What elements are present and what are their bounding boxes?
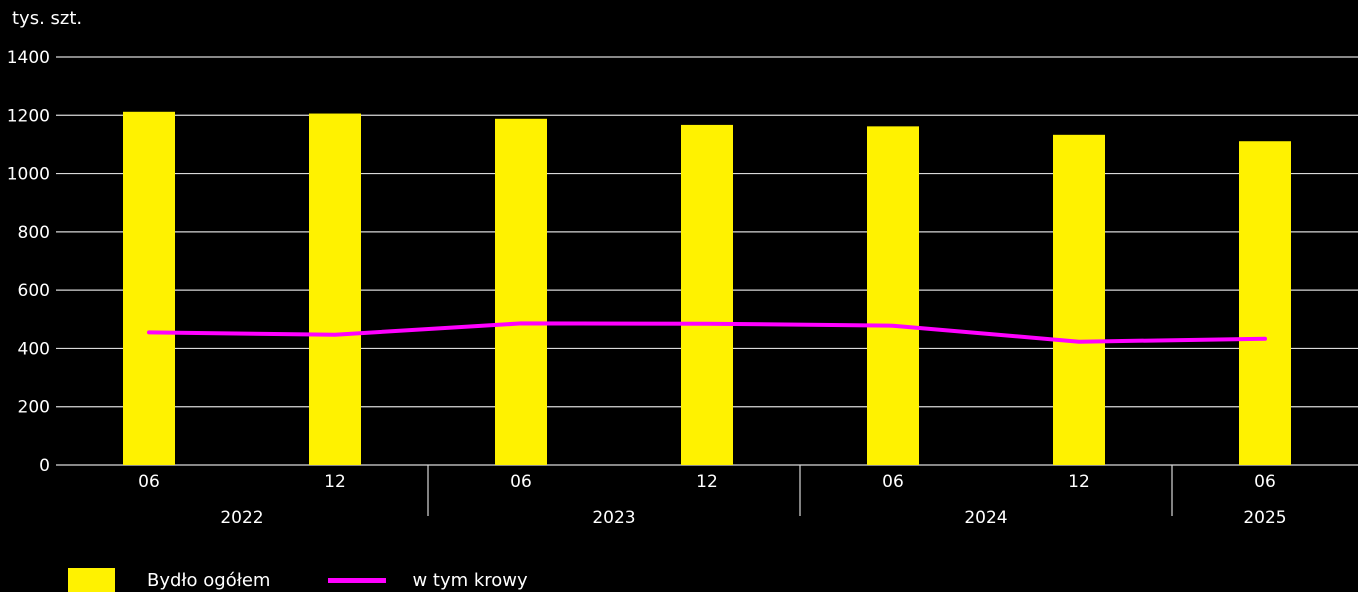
x-tick-label-1: 12	[324, 472, 346, 492]
x-axis: 06 12 06 12 06 12 06 2022 2023 2024 2025	[138, 465, 1287, 528]
x-tick-label-4: 06	[882, 472, 904, 492]
bar-6	[1239, 141, 1291, 466]
bar-4	[867, 126, 919, 466]
y-axis-tick-labels: 0 200 400 600 800 1000 1200 1400	[7, 48, 50, 476]
y-tick-label-1200: 1200	[7, 106, 50, 126]
line-series	[147, 321, 1267, 344]
y-tick-label-600: 600	[18, 281, 50, 301]
legend-item-bars: Bydło ogółem	[68, 568, 270, 592]
bar-2	[495, 118, 547, 465]
y-tick-label-200: 200	[18, 398, 50, 418]
legend-line-swatch	[328, 577, 387, 583]
legend-item-line: w tym krowy	[328, 569, 528, 591]
y-tick-label-0: 0	[39, 456, 50, 476]
legend: Bydło ogółem w tym krowy	[68, 568, 586, 592]
bar-5	[1053, 134, 1105, 465]
y-tick-label-400: 400	[18, 339, 50, 359]
x-tick-label-5: 12	[1068, 472, 1090, 492]
bar-0	[123, 111, 175, 465]
year-label-2024: 2024	[964, 508, 1007, 528]
x-tick-label-3: 12	[696, 472, 718, 492]
legend-label-line: w tym krowy	[412, 569, 528, 591]
x-tick-label-2: 06	[510, 472, 532, 492]
y-tick-label-1400: 1400	[7, 48, 50, 68]
year-label-2022: 2022	[220, 508, 263, 528]
bar-3	[681, 124, 733, 465]
legend-bar-swatch	[68, 568, 115, 592]
bar-1	[309, 113, 361, 465]
y-axis-unit-label: tys. szt.	[12, 8, 83, 29]
bar-series	[123, 111, 1291, 466]
x-tick-label-0: 06	[138, 472, 160, 492]
year-label-2023: 2023	[592, 508, 635, 528]
year-label-2025: 2025	[1243, 508, 1286, 528]
y-tick-label-1000: 1000	[7, 165, 50, 185]
x-tick-label-6: 06	[1254, 472, 1276, 492]
legend-label-bars: Bydło ogółem	[147, 569, 271, 591]
y-tick-label-800: 800	[18, 223, 50, 243]
